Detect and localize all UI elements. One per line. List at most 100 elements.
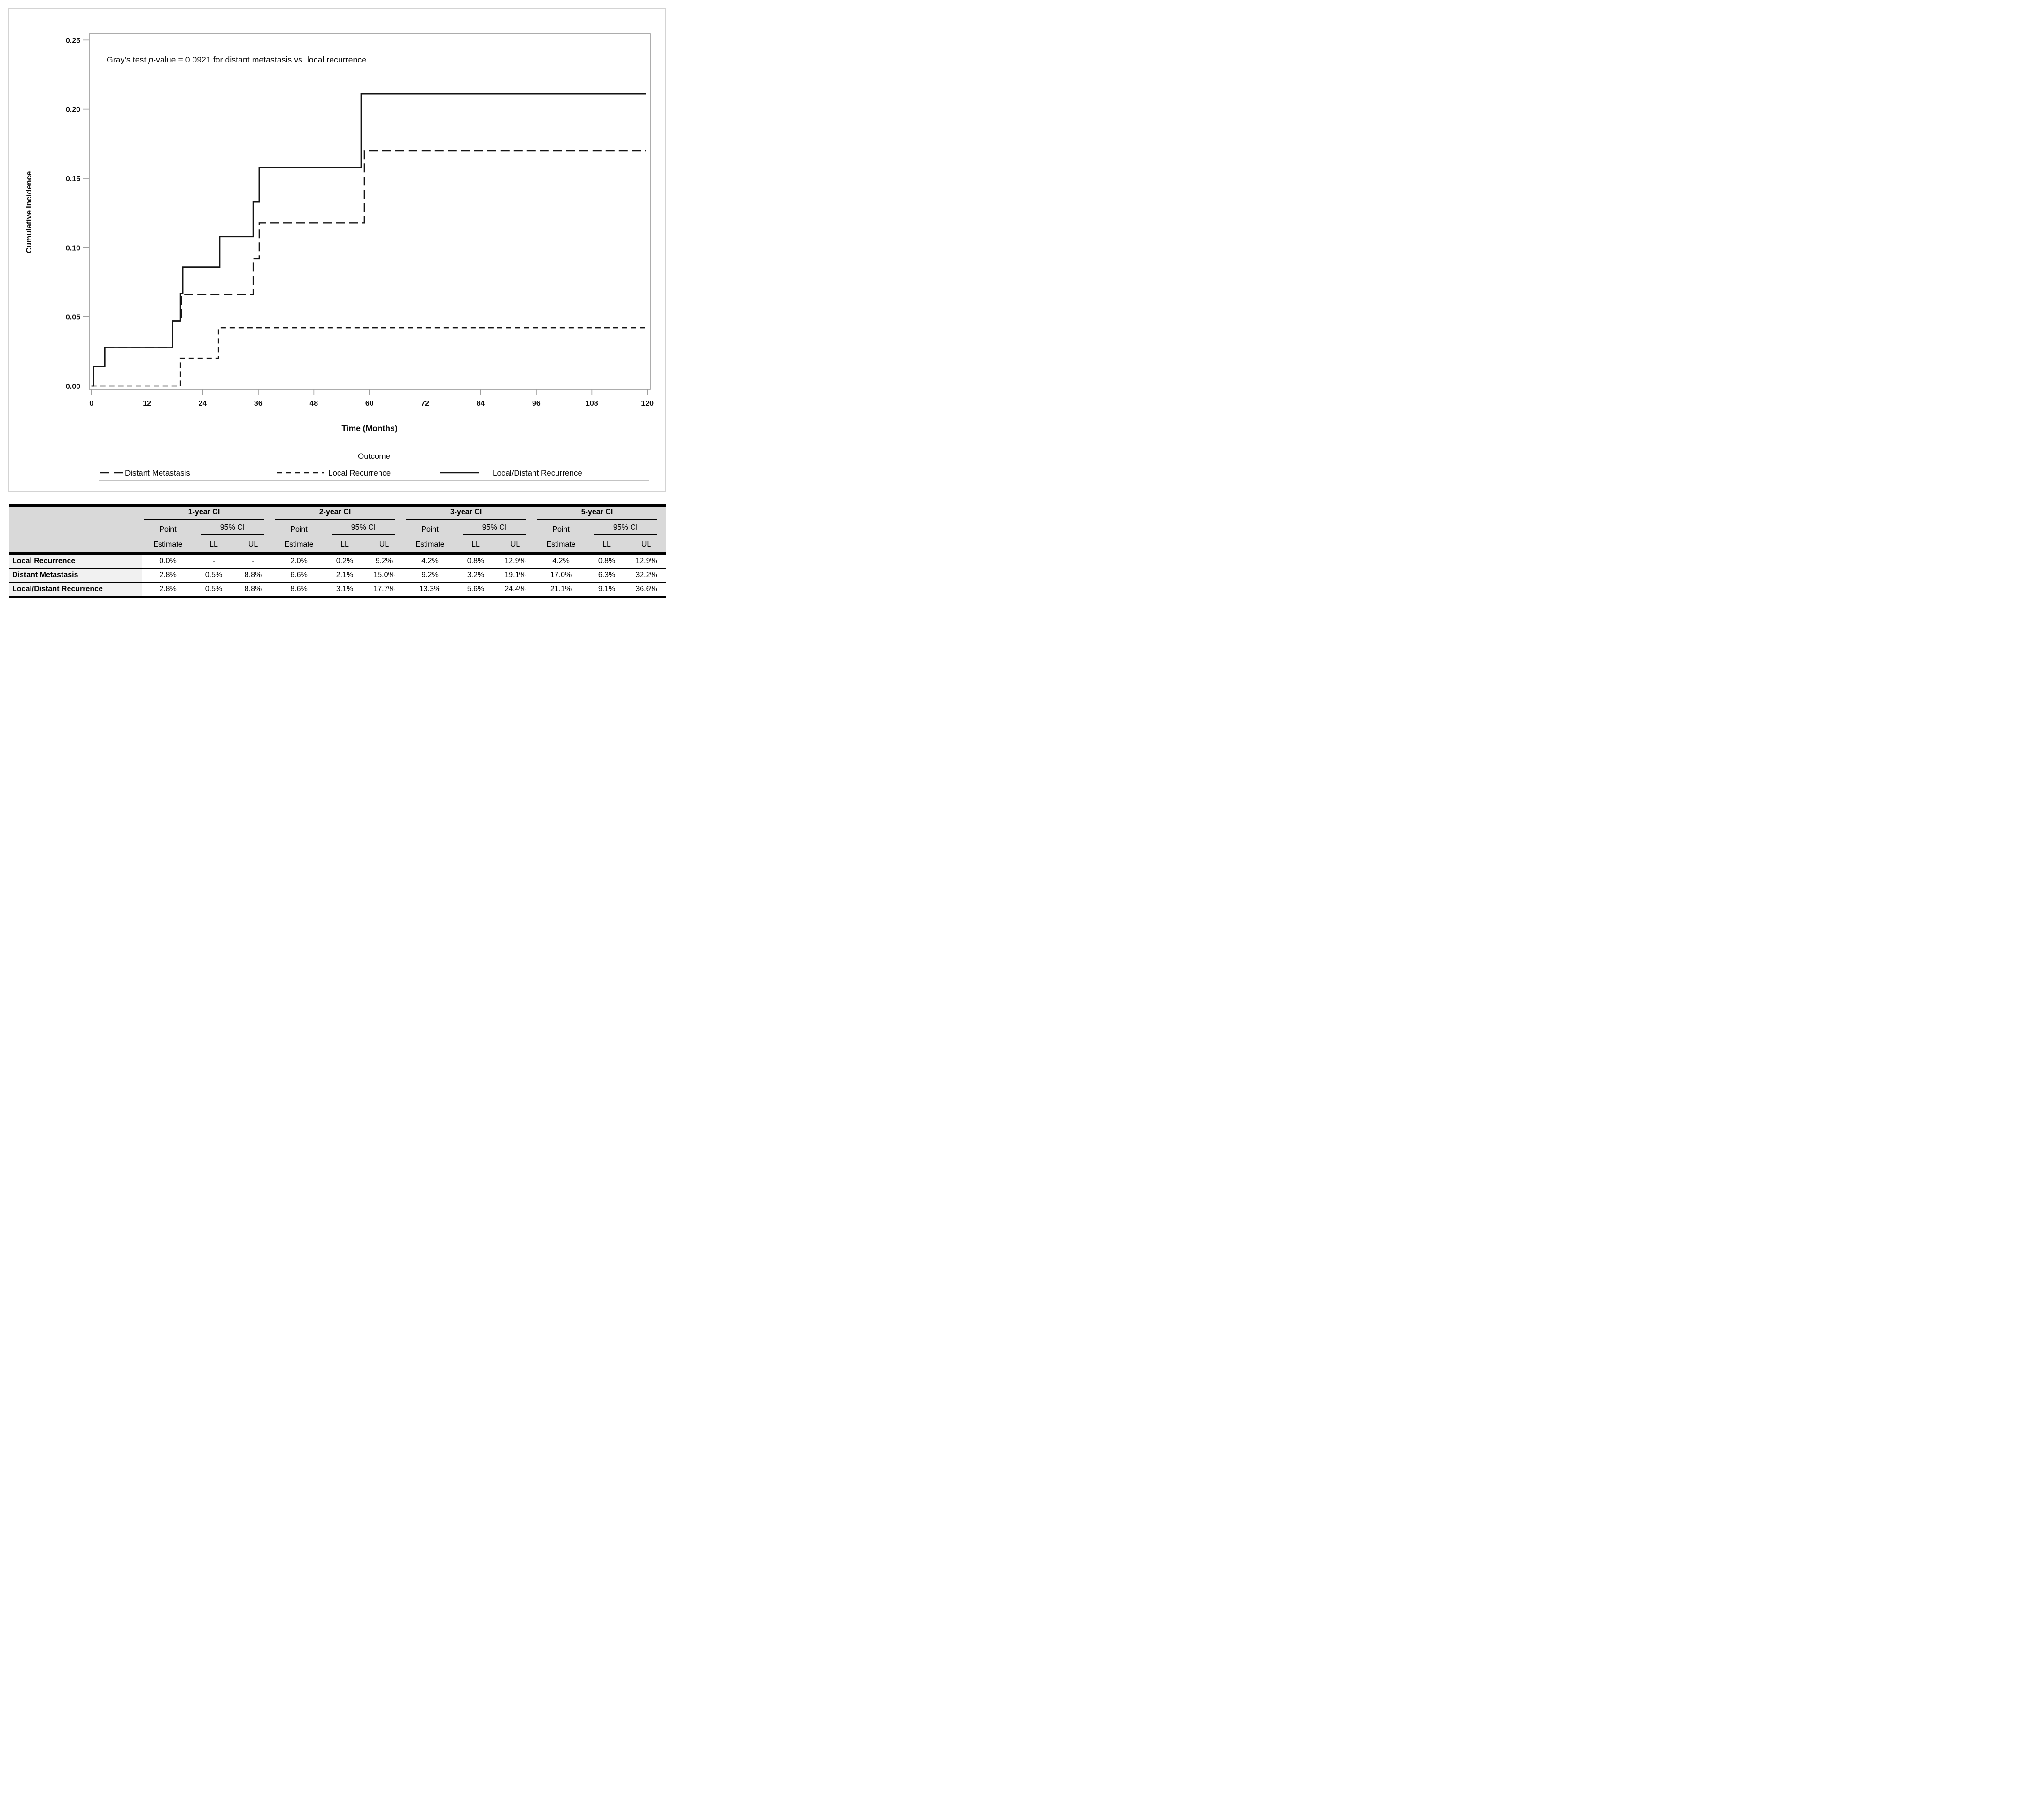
- point-header: Point: [404, 521, 456, 538]
- header-row-point-ci: Point 95% CI Point 95% CI Point 95% CI Point 95…: [9, 521, 666, 538]
- series-line-short-dash: [91, 327, 646, 387]
- legend-label-distant-metastasis: Distant Metastasis: [125, 469, 190, 478]
- ul-value: 19.1%: [495, 568, 535, 583]
- ll-header: LL: [325, 537, 365, 554]
- row-label: Local/Distant Recurrence: [9, 582, 142, 597]
- cumulative-incidence-table: 1-year CI 2-year CI 3-year CI 5-year CI Poin…: [9, 504, 666, 598]
- y-tick-label: 0.25: [66, 37, 80, 45]
- estimate-header: Estimate: [535, 537, 587, 554]
- local-distant-recurrence-line-sample-icon: [440, 472, 479, 474]
- ci95-header-label: 95% CI: [201, 524, 265, 535]
- point-estimate-value: 6.6%: [273, 568, 325, 583]
- x-tick-label: 72: [421, 400, 429, 408]
- group-header-3: 3-year CI: [404, 505, 535, 522]
- grays-test-annotation: Gray’s test p-value = 0.0921 for distant…: [107, 55, 366, 65]
- local-recurrence-line-sample-icon: [277, 472, 324, 474]
- x-tick-label: 36: [254, 400, 263, 408]
- ul-header: UL: [626, 537, 666, 554]
- ll-value: 0.8%: [587, 553, 627, 568]
- ci95-header-label: 95% CI: [594, 524, 658, 535]
- ci95-header: 95% CI: [587, 521, 666, 538]
- ul-value: 36.6%: [626, 582, 666, 597]
- header-corner-cell: [9, 505, 142, 554]
- ll-value: 0.2%: [325, 553, 365, 568]
- annotation-prefix: Gray’s test: [107, 55, 149, 64]
- x-tick-label: 24: [199, 400, 207, 408]
- ll-header: LL: [456, 537, 496, 554]
- point-estimate-value: 4.2%: [535, 553, 587, 568]
- point-header: Point: [535, 521, 587, 538]
- point-estimate-value: 13.3%: [404, 582, 456, 597]
- ll-header: LL: [587, 537, 627, 554]
- point-estimate-value: 21.1%: [535, 582, 587, 597]
- annotation-suffix: -value = 0.0921 for distant metastasis v…: [153, 55, 367, 64]
- group-header-label: 3-year CI: [406, 508, 527, 520]
- ll-value: 0.5%: [194, 582, 233, 597]
- series-line-solid: [91, 93, 646, 387]
- legend: Outcome Distant Metastasis Local Recurre…: [99, 449, 649, 481]
- ll-value: -: [194, 553, 233, 568]
- ll-value: 6.3%: [587, 568, 627, 583]
- point-header: Point: [273, 521, 325, 538]
- point-estimate-value: 2.0%: [273, 553, 325, 568]
- ll-value: 2.1%: [325, 568, 365, 583]
- ul-value: 8.8%: [233, 582, 273, 597]
- ll-value: 9.1%: [587, 582, 627, 597]
- point-estimate-value: 9.2%: [404, 568, 456, 583]
- group-header-label: 5-year CI: [537, 508, 658, 520]
- header-row-estimate-ll-ul: Estimate LL UL Estimate LL UL Estimate LL UL Esti…: [9, 537, 666, 554]
- point-estimate-value: 2.8%: [142, 568, 194, 583]
- header-row-groups: 1-year CI 2-year CI 3-year CI 5-year CI: [9, 505, 666, 554]
- plot-frame: [89, 33, 651, 390]
- ll-value: 3.2%: [456, 568, 496, 583]
- point-header: Point: [142, 521, 194, 538]
- x-tick-label: 108: [586, 400, 598, 408]
- x-tick-label: 96: [532, 400, 541, 408]
- estimate-header: Estimate: [142, 537, 194, 554]
- ci95-header: 95% CI: [194, 521, 273, 538]
- ul-value: -: [233, 553, 273, 568]
- x-tick-label: 84: [477, 400, 485, 408]
- distant-metastasis-line-sample-icon: [100, 472, 123, 474]
- y-tick-label: 0.10: [66, 244, 80, 252]
- table-row: Distant Metastasis 2.8% 0.5% 8.8% 6.6% 2.1% 15…: [9, 568, 666, 583]
- point-estimate-value: 0.0%: [142, 553, 194, 568]
- ll-value: 0.8%: [456, 553, 496, 568]
- annotation-p-italic: p: [148, 55, 154, 64]
- group-header-1: 1-year CI: [142, 505, 273, 522]
- x-tick-label: 60: [365, 400, 374, 408]
- ci95-header-label: 95% CI: [463, 524, 527, 535]
- row-label: Local Recurrence: [9, 553, 142, 568]
- x-tick-label: 12: [143, 400, 151, 408]
- ll-value: 0.5%: [194, 568, 233, 583]
- table-row: Local Recurrence 0.0% - -2.0% 0.2% 9.2% 4.2% 0.…: [9, 553, 666, 568]
- ul-value: 8.8%: [233, 568, 273, 583]
- group-header-label: 2-year CI: [275, 508, 396, 520]
- ul-header: UL: [495, 537, 535, 554]
- y-tick-label: 0.05: [66, 314, 80, 322]
- ci95-header-label: 95% CI: [332, 524, 396, 535]
- table-body: Local Recurrence 0.0% - -2.0% 0.2% 9.2% 4.2% 0.…: [9, 553, 666, 597]
- group-header-2: 2-year CI: [273, 505, 404, 522]
- ll-value: 3.1%: [325, 582, 365, 597]
- ul-value: 32.2%: [626, 568, 666, 583]
- x-tick-label: 0: [89, 400, 93, 408]
- cumulative-incidence-plot: 0 12 24 36 48 60 72 84 96 108 120 0.00 0.05 0.10 0.15 0…: [66, 33, 654, 408]
- group-header-label: 1-year CI: [144, 508, 265, 520]
- legend-label-local-distant-recurrence: Local/Distant Recurrence: [493, 469, 582, 478]
- ul-header: UL: [233, 537, 273, 554]
- y-tick-label: 0.00: [66, 383, 80, 391]
- point-estimate-value: 8.6%: [273, 582, 325, 597]
- ul-value: 12.9%: [495, 553, 535, 568]
- x-axis-title: Time (Months): [341, 424, 398, 433]
- ul-value: 17.7%: [364, 582, 404, 597]
- ul-header: UL: [364, 537, 404, 554]
- y-axis-title: Cumulative Incidence: [24, 171, 33, 254]
- x-tick-label: 48: [309, 400, 318, 408]
- point-estimate-value: 17.0%: [535, 568, 587, 583]
- figure-panel: 0 12 24 36 48 60 72 84 96 108 120 0.00 0.05 0.10 0.15 0…: [8, 8, 666, 492]
- ul-value: 15.0%: [364, 568, 404, 583]
- y-tick-label: 0.20: [66, 106, 80, 114]
- y-tick-label: 0.15: [66, 175, 80, 183]
- table-row: Local/Distant Recurrence 2.8% 0.5% 8.8% 8.6%…: [9, 582, 666, 597]
